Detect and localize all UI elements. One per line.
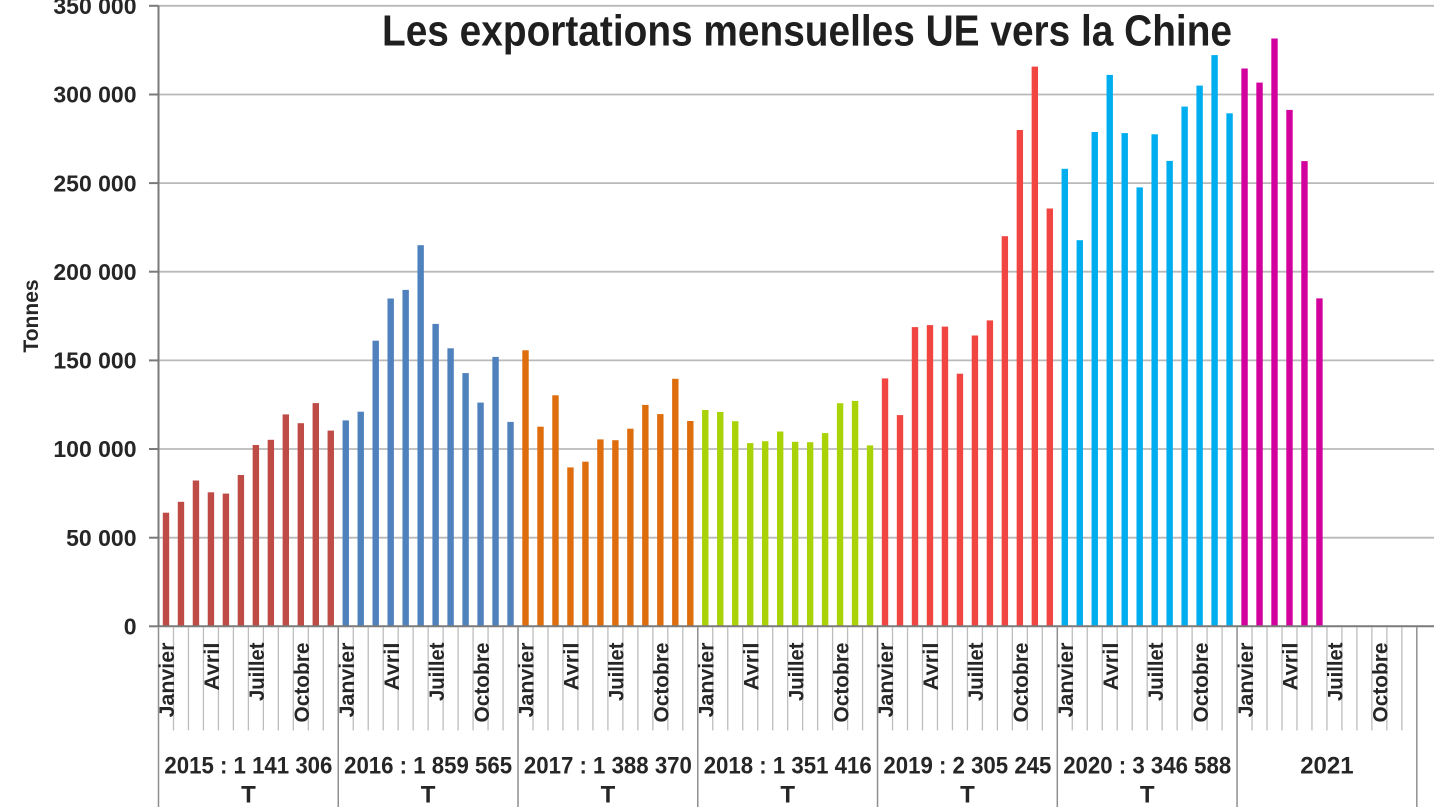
svg-text:Octobre: Octobre — [1009, 642, 1033, 722]
svg-text:Juillet: Juillet — [245, 643, 269, 702]
svg-text:Avril: Avril — [380, 643, 404, 691]
svg-text:T: T — [241, 782, 256, 807]
svg-text:150 000: 150 000 — [53, 348, 136, 374]
svg-text:T: T — [421, 782, 436, 807]
svg-text:Octobre: Octobre — [829, 642, 853, 722]
svg-text:Tonnes: Tonnes — [20, 279, 43, 352]
svg-text:Octobre: Octobre — [1369, 642, 1393, 722]
svg-text:Juillet: Juillet — [784, 643, 808, 702]
svg-text:Les exportations mensuelles UE: Les exportations mensuelles UE vers la C… — [382, 7, 1232, 56]
svg-text:Janvier: Janvier — [694, 642, 718, 718]
svg-text:200 000: 200 000 — [53, 259, 136, 285]
svg-text:100 000: 100 000 — [53, 436, 136, 462]
svg-text:T: T — [780, 782, 795, 807]
svg-text:2018 : 1 351 416: 2018 : 1 351 416 — [704, 753, 872, 780]
svg-text:T: T — [601, 782, 616, 807]
svg-text:Avril: Avril — [919, 643, 943, 691]
svg-text:Octobre: Octobre — [650, 642, 674, 722]
svg-text:Juillet: Juillet — [1144, 643, 1168, 702]
svg-text:Janvier: Janvier — [515, 642, 539, 718]
svg-text:T: T — [1140, 782, 1155, 807]
svg-text:300 000: 300 000 — [53, 82, 136, 108]
svg-text:Octobre: Octobre — [470, 642, 494, 722]
svg-text:2017 : 1 388 370: 2017 : 1 388 370 — [524, 753, 692, 780]
svg-text:Janvier: Janvier — [874, 642, 898, 718]
svg-text:Avril: Avril — [1279, 643, 1303, 691]
svg-text:Avril: Avril — [1099, 643, 1123, 691]
svg-text:Octobre: Octobre — [1189, 642, 1213, 722]
svg-text:Juillet: Juillet — [605, 643, 629, 702]
svg-text:350 000: 350 000 — [53, 0, 136, 19]
svg-text:Octobre: Octobre — [290, 642, 314, 722]
svg-text:50 000: 50 000 — [66, 525, 136, 551]
svg-text:Avril: Avril — [200, 643, 224, 691]
svg-text:250 000: 250 000 — [53, 170, 136, 196]
svg-text:2020 : 3 346 588: 2020 : 3 346 588 — [1063, 753, 1231, 780]
svg-text:Juillet: Juillet — [964, 643, 988, 702]
svg-text:2021: 2021 — [1300, 753, 1353, 780]
svg-text:Janvier: Janvier — [1234, 642, 1258, 718]
svg-text:Avril: Avril — [739, 643, 763, 691]
svg-text:Juillet: Juillet — [425, 643, 449, 702]
svg-text:2016 : 1 859 565: 2016 : 1 859 565 — [344, 753, 512, 780]
svg-text:Avril: Avril — [560, 643, 584, 691]
svg-text:Juillet: Juillet — [1324, 643, 1348, 702]
svg-text:2015 : 1 141 306: 2015 : 1 141 306 — [164, 753, 332, 780]
svg-text:Janvier: Janvier — [1054, 642, 1078, 718]
svg-text:Janvier: Janvier — [155, 642, 179, 718]
svg-text:2019 : 2 305 245: 2019 : 2 305 245 — [883, 753, 1051, 780]
svg-text:0: 0 — [124, 614, 137, 640]
svg-text:T: T — [960, 782, 975, 807]
svg-text:Janvier: Janvier — [335, 642, 359, 718]
